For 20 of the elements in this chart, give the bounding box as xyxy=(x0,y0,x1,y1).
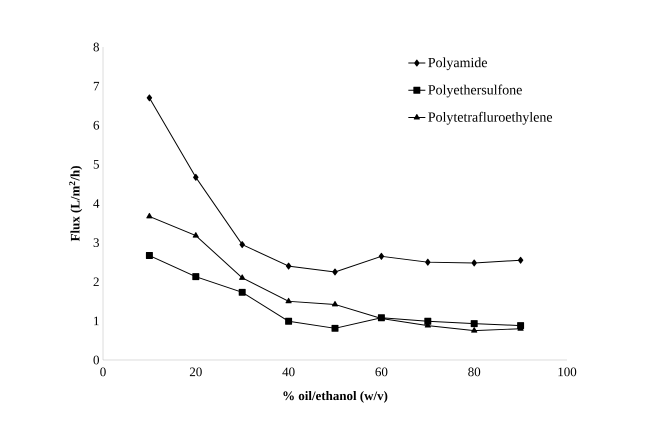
y-tick-label: 8 xyxy=(94,42,99,52)
x-axis-title: % oil/ethanol (w/v) xyxy=(283,391,388,403)
y-tick-label: 1 xyxy=(94,316,99,326)
y-tick-label: 3 xyxy=(94,238,99,247)
y-tick-label: 6 xyxy=(94,120,100,130)
y-tick-label: 4 xyxy=(93,199,100,208)
x-tick-label: 40 xyxy=(282,368,295,376)
x-tick-label: 60 xyxy=(375,368,388,376)
x-tick-label: 0 xyxy=(100,368,106,376)
legend-label: Polyethersulfone xyxy=(428,84,522,98)
y-tick-label: 0 xyxy=(94,356,99,364)
x-tick-label: 100 xyxy=(558,368,576,376)
y-tick-label: 2 xyxy=(94,277,99,286)
legend-label: Polytetrafluroethylene xyxy=(428,112,552,125)
y-axis-title: Flux (L/m$^{2}$/h) xyxy=(69,166,82,242)
y-tick-label: 5 xyxy=(94,160,99,169)
x-tick-label: 80 xyxy=(468,368,480,376)
y-tick-label: 7 xyxy=(94,82,100,90)
legend-label: Polyamide xyxy=(428,57,488,70)
x-tick-label: 20 xyxy=(190,368,202,376)
